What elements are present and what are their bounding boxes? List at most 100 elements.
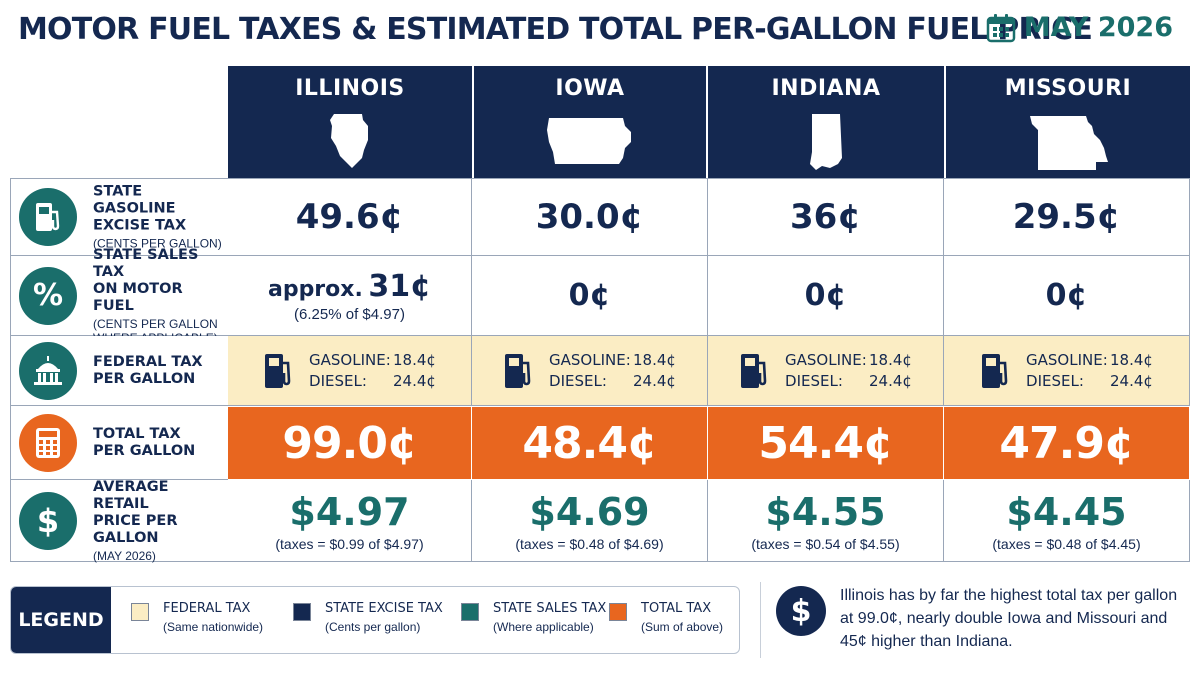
- cell-excise-indiana: 36¢: [708, 178, 944, 256]
- fuel-pump-icon: [741, 353, 767, 388]
- state-name: MISSOURI: [1004, 76, 1132, 101]
- title-bar: MOTOR FUEL TAXES & ESTIMATED TOTAL PER-G…: [0, 0, 1199, 64]
- legend-swatch: [293, 603, 311, 621]
- gasoline-value: 18.4¢: [393, 350, 436, 369]
- cell-price-illinois: $4.97 (taxes = $0.99 of $4.97): [228, 480, 472, 562]
- legend: LEGEND FEDERAL TAX (Same nationwide) STA…: [10, 586, 740, 654]
- excise-value: 30.0¢: [535, 197, 644, 237]
- state-name: INDIANA: [771, 76, 881, 101]
- row-label-total: TOTAL TAX PER GALLON: [10, 406, 228, 480]
- cell-total-iowa: 48.4¢: [472, 406, 708, 480]
- gasoline-label: GASOLINE:: [309, 350, 391, 369]
- calculator-icon: [19, 413, 77, 472]
- fuel-pump-icon: [505, 353, 531, 388]
- legend-title: LEGEND: [11, 587, 111, 653]
- cell-federal-indiana: GASOLINE: 18.4¢ DIESEL: 24.4¢: [708, 336, 944, 406]
- fuel-pump-icon: [265, 353, 291, 388]
- diesel-label: DIESEL:: [785, 371, 843, 390]
- excise-value: 49.6¢: [295, 197, 404, 237]
- divider: [760, 582, 761, 658]
- diesel-value: 24.4¢: [393, 371, 436, 390]
- cell-total-indiana: 54.4¢: [708, 406, 944, 480]
- fuel-pump-icon: [982, 353, 1008, 388]
- diesel-value: 24.4¢: [633, 371, 676, 390]
- indiana-outline-icon: [810, 114, 842, 170]
- column-header-missouri: MISSOURI: [946, 66, 1190, 178]
- row-title-line: PER GALLON: [93, 370, 196, 387]
- cell-sales-missouri: 0¢: [944, 256, 1190, 336]
- gasoline-value: 18.4¢: [1110, 350, 1153, 369]
- row-title-line: STATE SALES TAX: [93, 246, 199, 280]
- legend-swatch: [461, 603, 479, 621]
- page-title: MOTOR FUEL TAXES & ESTIMATED TOTAL PER-G…: [18, 12, 1093, 47]
- cell-excise-missouri: 29.5¢: [944, 178, 1190, 256]
- date-label: MAY 2026: [1023, 12, 1173, 43]
- legend-desc: (Cents per gallon): [325, 620, 421, 634]
- sales-value: 0¢: [1045, 278, 1088, 313]
- gasoline-label: GASOLINE:: [785, 350, 867, 369]
- row-total-tax: TOTAL TAX PER GALLON 99.0¢ 48.4¢ 54.4¢ 4…: [10, 406, 1190, 480]
- price-note: (taxes = $0.48 of $4.45): [992, 535, 1141, 552]
- total-value: 54.4¢: [758, 417, 893, 469]
- cell-total-illinois: 99.0¢: [228, 406, 472, 480]
- gasoline-value: 18.4¢: [633, 350, 676, 369]
- column-header-iowa: IOWA: [474, 66, 706, 178]
- missouri-outline-icon: [1030, 116, 1108, 170]
- column-header-illinois: ILLINOIS: [228, 66, 472, 178]
- dollar-icon: $: [19, 491, 77, 550]
- price-value: $4.97: [289, 489, 410, 534]
- row-sales-tax: % STATE SALES TAX ON MOTOR FUEL (CENTS P…: [10, 247, 1190, 345]
- approx-label: approx.: [267, 276, 363, 302]
- row-subtitle: (MAY 2026): [93, 548, 156, 563]
- row-title-line: TOTAL TAX: [93, 425, 181, 442]
- excise-value: 29.5¢: [1012, 197, 1121, 237]
- legend-desc: (Sum of above): [641, 620, 724, 634]
- total-value: 48.4¢: [522, 417, 657, 469]
- cell-excise-illinois: 49.6¢: [228, 178, 472, 256]
- price-note: (taxes = $0.54 of $4.55): [751, 535, 900, 552]
- row-federal-tax: FEDERAL TAX PER GALLON GASOLINE: 18.4¢ DI…: [10, 336, 1190, 406]
- row-excise-tax: STATE GASOLINE EXCISE TAX (CENTS PER GAL…: [10, 178, 1190, 256]
- legend-name: TOTAL TAX: [641, 601, 712, 616]
- iowa-outline-icon: [547, 118, 631, 164]
- cell-federal-missouri: GASOLINE: 18.4¢ DIESEL: 24.4¢: [944, 336, 1190, 406]
- legend-name: FEDERAL TAX: [163, 601, 251, 616]
- summary-note: Illinois has by far the highest total ta…: [840, 587, 1178, 650]
- diesel-value: 24.4¢: [1110, 371, 1153, 390]
- cell-sales-illinois: approx. 31¢ (6.25% of $4.97): [228, 256, 472, 336]
- cell-sales-indiana: 0¢: [708, 256, 944, 336]
- price-value: $4.69: [529, 489, 650, 534]
- column-header-indiana: INDIANA: [708, 66, 944, 178]
- sales-value: 31¢: [368, 268, 432, 304]
- legend-desc: (Where applicable): [493, 620, 594, 634]
- total-value: 99.0¢: [282, 417, 417, 469]
- cell-price-indiana: $4.55 (taxes = $0.54 of $4.55): [708, 480, 944, 562]
- calendar-icon: [986, 13, 1015, 42]
- legend-name: STATE SALES TAX: [493, 601, 607, 616]
- cell-federal-illinois: GASOLINE: 18.4¢ DIESEL: 24.4¢: [228, 336, 472, 406]
- sales-value: 0¢: [804, 278, 847, 313]
- cell-price-iowa: $4.69 (taxes = $0.48 of $4.69): [472, 480, 708, 562]
- price-note: (taxes = $0.99 of $4.97): [275, 535, 424, 552]
- row-title-line: PER GALLON: [93, 442, 196, 459]
- diesel-label: DIESEL:: [549, 371, 607, 390]
- row-title-line: EXCISE TAX: [93, 217, 187, 234]
- state-name: IOWA: [555, 76, 625, 101]
- row-label-excise: STATE GASOLINE EXCISE TAX (CENTS PER GAL…: [10, 178, 228, 256]
- diesel-label: DIESEL:: [309, 371, 367, 390]
- percent-icon: %: [19, 266, 77, 325]
- row-title-line: STATE GASOLINE: [93, 183, 176, 217]
- capitol-building-icon: [19, 341, 77, 400]
- legend-swatch: [609, 603, 627, 621]
- price-value: $4.45: [1006, 489, 1127, 534]
- row-label-price: $ AVERAGE RETAIL PRICE PER GALLON (MAY 2…: [10, 479, 228, 563]
- row-subtitle: (CENTS PER GALLON: [93, 316, 218, 331]
- row-title-line: FEDERAL TAX: [93, 353, 203, 370]
- gasoline-value: 18.4¢: [869, 350, 912, 369]
- row-label-federal: FEDERAL TAX PER GALLON: [10, 336, 228, 406]
- total-value: 47.9¢: [999, 417, 1134, 469]
- row-retail-price: $ AVERAGE RETAIL PRICE PER GALLON (MAY 2…: [10, 479, 1190, 563]
- sales-value: 0¢: [568, 278, 611, 313]
- row-title-line: ON MOTOR FUEL: [93, 280, 183, 314]
- cell-sales-iowa: 0¢: [472, 256, 708, 336]
